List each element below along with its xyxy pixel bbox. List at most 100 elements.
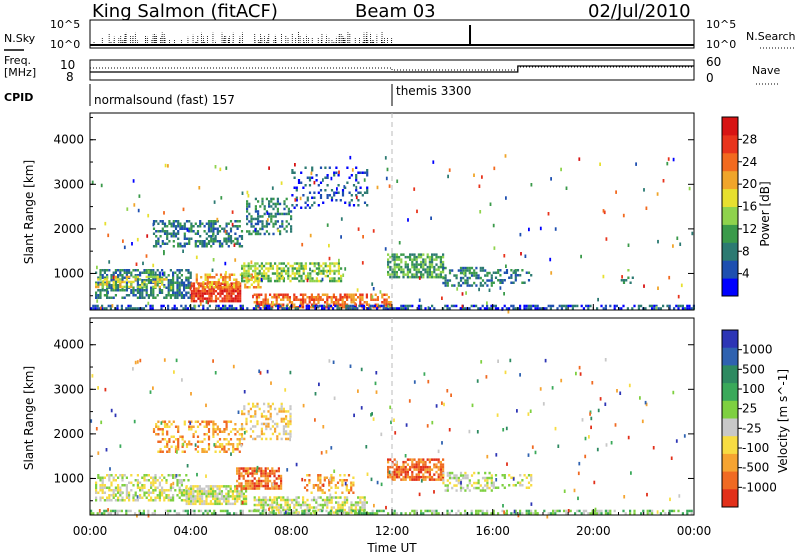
scatter-cell — [544, 358, 547, 363]
scatter-cell — [433, 490, 435, 494]
scatter-cell — [284, 510, 287, 514]
scatter-cell — [531, 445, 534, 449]
data-cell-8 — [293, 176, 296, 179]
data-cell-13 — [217, 307, 220, 310]
data-cell-5 — [276, 210, 279, 213]
data-cell-7 — [277, 293, 280, 296]
data-cell-10 — [213, 512, 216, 515]
data-cell-7 — [406, 475, 409, 479]
data-cell-9 — [411, 258, 414, 261]
scatter-cell — [357, 389, 359, 393]
scatter-cell — [225, 166, 228, 170]
data-cell-6 — [260, 437, 263, 441]
data-cell-6 — [243, 407, 246, 411]
data-cell-1 — [145, 283, 148, 286]
data-cell-6 — [307, 274, 310, 278]
data-cell-2 — [201, 240, 204, 243]
data-cell-6 — [271, 420, 274, 423]
data-cell-13 — [651, 304, 654, 308]
scatter-cell — [528, 227, 530, 232]
data-cell-5 — [279, 230, 282, 233]
data-cell-10 — [470, 266, 474, 270]
data-cell-7 — [361, 306, 364, 309]
data-cell-9 — [442, 263, 445, 266]
data-cell-1 — [203, 492, 206, 496]
data-cell-6 — [296, 272, 299, 275]
data-cell-6 — [263, 422, 266, 426]
data-cell-6 — [315, 272, 318, 275]
scatter-cell — [530, 502, 533, 506]
data-cell-10 — [453, 284, 456, 287]
data-cell-0 — [125, 484, 128, 487]
data-cell-10 — [186, 509, 189, 513]
data-cell-9 — [426, 275, 429, 279]
data-cell-0 — [169, 281, 172, 284]
data-cell-10 — [134, 512, 137, 515]
data-cell-13 — [347, 307, 350, 310]
data-cell-3 — [357, 496, 360, 499]
data-cell-3 — [221, 299, 224, 303]
data-cell-10 — [413, 512, 416, 515]
data-cell-0 — [187, 291, 190, 294]
data-cell-5 — [174, 425, 178, 428]
data-cell-2 — [218, 240, 222, 243]
data-cell-7 — [404, 475, 407, 479]
data-cell-1 — [218, 485, 221, 488]
data-cell-3 — [324, 498, 327, 502]
data-cell-8 — [295, 204, 298, 207]
data-cell-10 — [484, 274, 487, 277]
data-cell-0 — [180, 284, 183, 287]
data-cell-10 — [574, 512, 577, 515]
data-cell-4 — [323, 479, 326, 482]
data-cell-13 — [569, 304, 572, 308]
scatter-cell — [310, 171, 313, 176]
scatter-cell — [536, 512, 539, 516]
freq-tick-low: 8 — [66, 70, 74, 84]
data-cell-6 — [267, 274, 270, 278]
data-cell-0 — [187, 286, 190, 289]
data-cell-2 — [157, 242, 160, 245]
data-cell-2 — [227, 222, 230, 225]
data-cell-6 — [258, 264, 261, 268]
data-cell-1 — [117, 278, 120, 281]
data-cell-9 — [433, 265, 436, 269]
data-cell-3 — [210, 297, 213, 300]
data-cell-0 — [165, 294, 168, 297]
data-cell-8 — [293, 206, 296, 209]
data-cell-9 — [439, 270, 442, 274]
data-cell-0 — [141, 476, 144, 479]
data-cell-13 — [666, 304, 669, 308]
data-cell-0 — [95, 499, 98, 502]
data-cell-6 — [256, 435, 259, 438]
data-cell-2 — [212, 230, 215, 233]
data-cell-2 — [273, 469, 276, 473]
data-cell-13 — [283, 307, 286, 310]
data-cell-0 — [128, 499, 131, 502]
data-cell-0 — [174, 291, 177, 294]
data-cell-8 — [317, 204, 320, 207]
data-cell-3 — [223, 294, 226, 298]
scatter-cell — [326, 269, 328, 274]
scatter-cell — [99, 306, 102, 311]
data-cell-10 — [96, 512, 99, 515]
data-cell-1 — [209, 500, 212, 503]
colorbar-swatch — [722, 418, 738, 437]
data-cell-2 — [203, 225, 206, 228]
data-cell-6 — [243, 274, 246, 278]
data-cell-8 — [464, 474, 467, 477]
data-cell-10 — [307, 509, 310, 513]
data-cell-9 — [530, 476, 533, 479]
scatter-cell — [170, 483, 173, 487]
x-tick-label: 12:00 — [375, 524, 410, 538]
data-cell-7 — [413, 478, 416, 481]
data-cell-4 — [233, 278, 236, 281]
scatter-cell — [603, 210, 606, 215]
data-cell-7 — [424, 465, 427, 469]
scatter-cell — [294, 163, 296, 167]
data-cell-8 — [366, 204, 369, 207]
data-cell-2 — [277, 477, 280, 480]
data-cell-8 — [446, 486, 449, 490]
data-cell-6 — [280, 274, 283, 278]
data-cell-5 — [177, 440, 180, 443]
data-cell-6 — [340, 279, 343, 283]
